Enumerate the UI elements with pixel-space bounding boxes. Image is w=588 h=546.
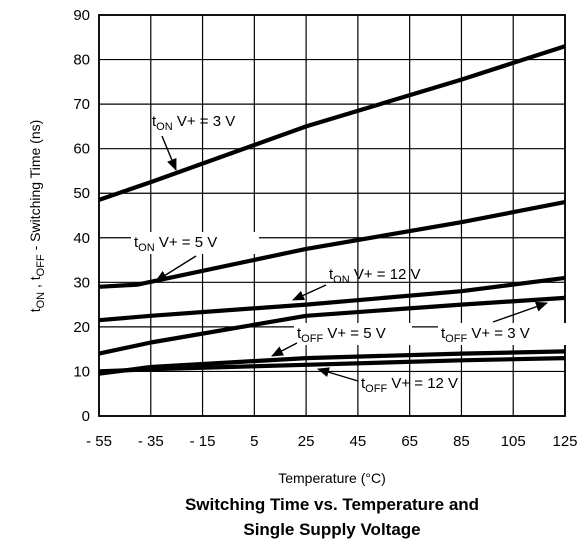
x-axis-title: Temperature (°C)	[278, 470, 386, 486]
y-tick-label: 20	[73, 319, 90, 336]
annotation-condition: V+ = 5 V	[323, 325, 386, 342]
annotation-arrow	[271, 342, 298, 357]
y-tick-label: 60	[73, 141, 90, 158]
annotation-subscript: OFF	[301, 333, 323, 345]
y-axis-title-part: OFF	[35, 254, 47, 276]
y-tick-label: 90	[73, 7, 90, 24]
x-tick-label: 5	[250, 433, 258, 450]
x-tick-label: - 35	[138, 433, 164, 450]
series-line-4	[98, 295, 566, 356]
series-line-3	[98, 275, 566, 323]
x-tick-label: - 55	[86, 433, 112, 450]
annotation-label-3: tON V+ = 12 V	[329, 266, 421, 286]
y-tick-label: 70	[73, 96, 90, 113]
annotation-label-1: tON V+ = 3 V	[152, 113, 235, 133]
annotation-condition: V+ = 12 V	[350, 266, 421, 283]
annotation-arrow	[292, 284, 327, 301]
annotation-arrow	[492, 301, 548, 323]
annotation-label-4: tOFF V+ = 5 V	[297, 325, 386, 345]
annotation-subscript: OFF	[365, 383, 387, 395]
x-tick-label: 25	[298, 433, 315, 450]
annotation-arrow	[317, 367, 359, 382]
x-tick-label: 65	[401, 433, 418, 450]
plot-frame	[98, 14, 566, 417]
annotation-subscript: ON	[333, 274, 350, 286]
x-tick-label: 85	[453, 433, 470, 450]
series-line-1	[98, 44, 566, 202]
annotation-label-5: tOFF V+ = 3 V	[441, 325, 530, 345]
series-line-2	[98, 200, 566, 289]
annotation-condition: V+ = 3 V	[173, 113, 236, 130]
y-tick-label: 40	[73, 230, 90, 247]
annotation-bg	[438, 323, 566, 345]
y-tick-label: 80	[73, 52, 90, 69]
annotation-subscript: ON	[156, 121, 173, 133]
chart-title-line: Single Supply Voltage	[243, 520, 420, 539]
x-tick-label: 45	[350, 433, 367, 450]
annotation-label-6: tOFF V+ = 12 V	[361, 375, 458, 395]
annotation-bg	[294, 323, 412, 345]
annotation-arrow	[155, 255, 197, 282]
y-tick-label: 50	[73, 185, 90, 202]
annotation-t: t	[134, 234, 139, 251]
annotation-condition: V+ = 5 V	[155, 234, 218, 251]
y-tick-label: 30	[73, 274, 90, 291]
y-tick-label: 10	[73, 363, 90, 380]
series-line-6	[98, 356, 566, 374]
annotation-subscript: ON	[138, 242, 155, 254]
x-tick-label: 125	[552, 433, 577, 450]
annotation-t: t	[152, 113, 157, 130]
annotation-t: t	[361, 375, 366, 392]
annotation-label-2: tON V+ = 5 V	[134, 234, 217, 254]
y-axis-title-part: , t	[27, 276, 43, 292]
x-tick-label: 105	[501, 433, 526, 450]
annotation-t: t	[441, 325, 446, 342]
y-axis-title: tON , tOFF - Switching Time (ns)	[27, 120, 47, 313]
y-axis-title-part: ON	[35, 292, 47, 309]
y-axis-title-part: t	[27, 308, 43, 312]
annotation-t: t	[297, 325, 302, 342]
y-tick-label: 0	[82, 408, 90, 425]
y-axis-title-part: - Switching Time (ns)	[27, 120, 43, 255]
annotation-condition: V+ = 12 V	[387, 375, 458, 392]
annotation-arrow	[161, 135, 177, 171]
annotation-condition: V+ = 3 V	[467, 325, 530, 342]
annotation-bg	[131, 232, 259, 254]
x-tick-label: - 15	[190, 433, 216, 450]
annotation-subscript: OFF	[445, 333, 467, 345]
chart-title-line: Switching Time vs. Temperature and	[185, 495, 479, 514]
annotation-t: t	[329, 266, 334, 283]
